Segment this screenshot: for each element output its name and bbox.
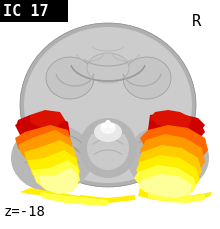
Polygon shape [16,115,48,132]
Polygon shape [28,150,80,188]
Ellipse shape [79,118,137,178]
Text: IC 17: IC 17 [3,3,49,19]
Polygon shape [172,115,205,132]
Polygon shape [32,160,80,194]
Polygon shape [15,125,72,162]
Ellipse shape [46,57,94,99]
Text: R: R [192,14,201,30]
Ellipse shape [106,120,110,124]
Polygon shape [136,155,200,194]
Ellipse shape [100,122,116,134]
Polygon shape [15,115,70,140]
Polygon shape [30,110,65,128]
Polygon shape [40,192,108,206]
Polygon shape [140,134,205,175]
Polygon shape [38,168,78,194]
Text: z=-18: z=-18 [4,205,46,219]
Ellipse shape [20,23,196,187]
Ellipse shape [127,124,209,192]
Polygon shape [140,125,208,162]
Ellipse shape [24,27,192,183]
FancyBboxPatch shape [0,0,68,22]
Polygon shape [20,188,108,205]
Polygon shape [150,110,192,130]
Ellipse shape [87,53,129,83]
Polygon shape [18,130,74,170]
Polygon shape [24,140,78,180]
Ellipse shape [94,122,122,142]
Polygon shape [134,165,196,198]
Polygon shape [148,112,205,140]
Ellipse shape [87,126,129,170]
Polygon shape [138,174,192,198]
Ellipse shape [109,123,115,128]
Polygon shape [80,195,135,203]
Ellipse shape [123,57,171,99]
Ellipse shape [101,123,107,128]
Polygon shape [138,145,202,186]
Polygon shape [138,188,212,202]
Polygon shape [148,192,205,203]
Ellipse shape [11,124,93,192]
